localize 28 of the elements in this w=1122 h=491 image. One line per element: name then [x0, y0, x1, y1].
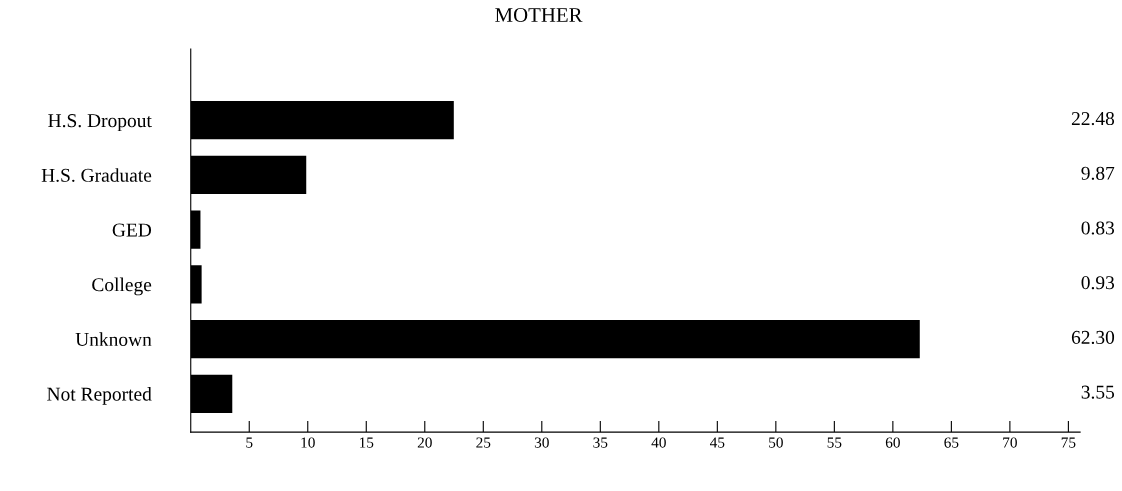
x-tick-label: 70 [1003, 437, 1017, 448]
x-tick-label: 40 [651, 437, 666, 448]
x-tick-label: 5 [246, 437, 253, 448]
x-tick-label: 10 [301, 437, 315, 448]
y-tick-label: H.S. Graduate [41, 168, 152, 182]
x-tick-label: 20 [417, 437, 432, 448]
y-tick-label: GED [112, 223, 152, 237]
x-tick-label: 75 [1061, 437, 1076, 448]
x-tick-label: 25 [476, 437, 491, 448]
x-tick-label: 15 [359, 437, 374, 448]
data-label: 0.93 [1081, 276, 1115, 290]
data-label: 9.87 [1081, 166, 1115, 180]
x-tick-label: 30 [534, 437, 549, 448]
data-label: 62.30 [1071, 330, 1115, 345]
x-tick-label: 55 [827, 437, 842, 448]
y-tick-label: College [92, 277, 152, 296]
y-tick-label: H.S. Dropout [48, 114, 152, 132]
data-label: 22.48 [1071, 111, 1115, 126]
x-tick-label: 65 [944, 437, 959, 448]
chart-title: MOTHER [495, 8, 583, 23]
y-tick-label: Unknown [75, 332, 152, 347]
data-label: 3.55 [1081, 385, 1115, 399]
x-tick-label: 45 [709, 437, 725, 448]
y-tick-label: Not Reported [47, 387, 152, 405]
data-label: 0.83 [1081, 221, 1115, 235]
x-tick-label: 35 [593, 437, 608, 448]
x-tick-label: 50 [769, 437, 783, 448]
x-tick-label: 60 [885, 437, 900, 448]
